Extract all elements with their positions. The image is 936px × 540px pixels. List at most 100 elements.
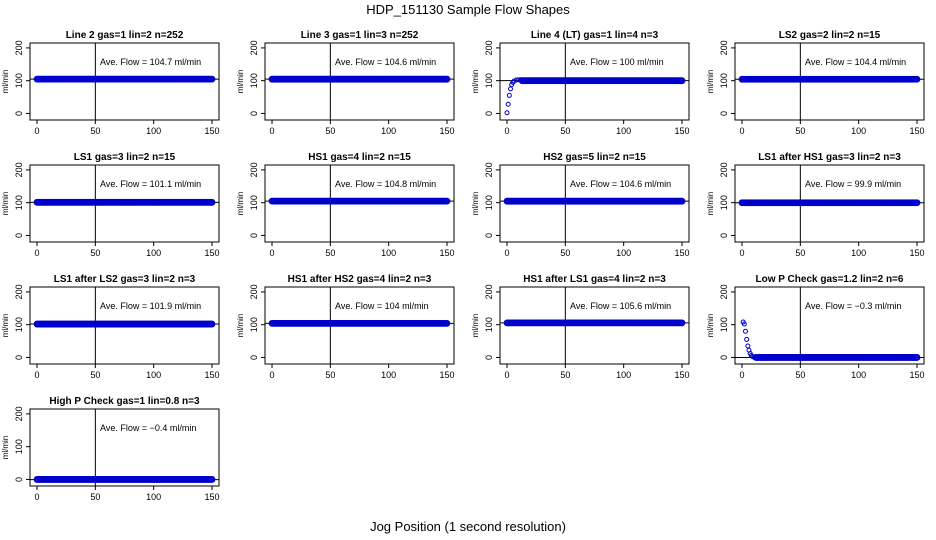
y-tick-label: 100 <box>719 73 729 88</box>
y-axis-label: ml/min <box>471 70 480 94</box>
x-tick-label: 150 <box>204 492 219 502</box>
y-tick-label: 200 <box>484 162 494 177</box>
x-tick-label: 150 <box>439 370 454 380</box>
y-tick-label: 200 <box>14 406 24 421</box>
panel-5: LS1 gas=3 lin=2 n=15 ml/min 0 100 200 0 50 100 1… <box>1 152 220 258</box>
x-tick-label: 0 <box>34 248 39 258</box>
average-flow-annotation: Ave. Flow = 101.9 ml/min <box>100 301 201 311</box>
y-axis-label: ml/min <box>706 70 715 94</box>
panel-title: Low P Check gas=1.2 lin=2 n=6 <box>756 274 904 285</box>
panel-1: Line 2 gas=1 lin=2 n=252 ml/min 0 100 200 0 50… <box>1 30 220 136</box>
y-axis-label: ml/min <box>236 314 245 338</box>
x-tick-label: 0 <box>739 370 744 380</box>
panel-9: LS1 after LS2 gas=3 lin=2 n=3 ml/min 0 100 2… <box>1 274 220 380</box>
panel-title: HS1 after HS2 gas=4 lin=2 n=3 <box>288 274 432 285</box>
plot-frame <box>499 164 690 243</box>
data-point <box>743 328 748 334</box>
data-point <box>208 320 216 328</box>
panel-8: LS1 after HS1 gas=3 lin=2 n=3 ml/min 0 100 2… <box>706 152 925 258</box>
x-tick-label: 50 <box>325 370 335 380</box>
plot-frame <box>499 286 690 365</box>
y-axis-label: ml/min <box>1 70 10 94</box>
data-point <box>208 75 216 83</box>
y-tick-label: 200 <box>14 40 24 55</box>
plot-frame <box>264 286 455 365</box>
y-tick-label: 100 <box>249 317 259 332</box>
x-tick-label: 100 <box>381 370 396 380</box>
data-point <box>208 198 216 206</box>
data-point <box>678 77 686 85</box>
average-flow-annotation: Ave. Flow = 99.9 ml/min <box>805 179 901 189</box>
y-tick-label: 200 <box>14 284 24 299</box>
panel-title: High P Check gas=1 lin=0.8 n=3 <box>49 396 200 407</box>
average-flow-annotation: Ave. Flow = 104.6 ml/min <box>335 57 436 67</box>
data-point <box>443 197 451 205</box>
panel-13: High P Check gas=1 lin=0.8 n=3 ml/min 0 100… <box>1 396 220 502</box>
x-tick-label: 100 <box>851 370 866 380</box>
x-tick-label: 50 <box>560 370 570 380</box>
y-tick-label: 200 <box>484 284 494 299</box>
y-tick-label: 200 <box>719 40 729 55</box>
panel-title: HS2 gas=5 lin=2 n=15 <box>543 152 646 163</box>
panel-title: Line 4 (LT) gas=1 lin=4 n=3 <box>531 30 659 41</box>
plot-frame <box>264 164 455 243</box>
panel-title: Line 3 gas=1 lin=3 n=252 <box>301 30 419 41</box>
y-tick-label: 100 <box>249 195 259 210</box>
y-tick-label: 0 <box>719 233 729 238</box>
plot-frame <box>734 286 925 365</box>
data-point <box>511 78 517 84</box>
plot-frame <box>29 408 220 487</box>
y-axis-label: ml/min <box>1 192 10 216</box>
figure-title: HDP_151130 Sample Flow Shapes <box>366 2 570 17</box>
y-tick-label: 0 <box>249 355 259 360</box>
x-tick-label: 100 <box>851 248 866 258</box>
x-tick-label: 0 <box>34 492 39 502</box>
y-tick-label: 0 <box>249 233 259 238</box>
data-point <box>510 79 516 85</box>
x-tick-label: 50 <box>325 248 335 258</box>
x-tick-label: 100 <box>616 370 631 380</box>
x-tick-label: 50 <box>90 126 100 136</box>
y-axis-label: ml/min <box>471 314 480 338</box>
panel-4: LS2 gas=2 lin=2 n=15 ml/min 0 100 200 0 50 100 1… <box>706 30 925 136</box>
average-flow-annotation: Ave. Flow = 104.6 ml/min <box>570 179 671 189</box>
y-tick-label: 0 <box>14 477 24 482</box>
y-axis-label: ml/min <box>471 192 480 216</box>
y-tick-label: 100 <box>14 317 24 332</box>
y-tick-label: 200 <box>249 40 259 55</box>
plot-frame <box>29 286 220 365</box>
panel-6: HS1 gas=4 lin=2 n=15 ml/min 0 100 200 0 50 100 1… <box>236 152 455 258</box>
panel-11: HS1 after LS1 gas=4 lin=2 n=3 ml/min 0 100 2… <box>471 274 690 380</box>
x-tick-label: 100 <box>146 492 161 502</box>
panel-title: HS1 after LS1 gas=4 lin=2 n=3 <box>523 274 666 285</box>
y-tick-label: 200 <box>719 162 729 177</box>
y-tick-label: 100 <box>719 195 729 210</box>
average-flow-annotation: Ave. Flow = 104.8 ml/min <box>335 179 436 189</box>
x-tick-label: 50 <box>325 126 335 136</box>
y-tick-label: 100 <box>484 73 494 88</box>
y-tick-label: 0 <box>14 355 24 360</box>
x-tick-label: 150 <box>204 126 219 136</box>
data-point <box>913 75 921 83</box>
data-point <box>506 92 512 98</box>
data-point <box>744 336 750 342</box>
y-tick-label: 200 <box>249 284 259 299</box>
panel-title: Line 2 gas=1 lin=2 n=252 <box>66 30 184 41</box>
x-tick-label: 100 <box>851 126 866 136</box>
x-tick-label: 0 <box>34 370 39 380</box>
x-tick-label: 100 <box>616 248 631 258</box>
y-tick-label: 0 <box>484 111 494 116</box>
panel-7: HS2 gas=5 lin=2 n=15 ml/min 0 100 200 0 50 100 1… <box>471 152 690 258</box>
y-axis-label: ml/min <box>706 192 715 216</box>
x-tick-label: 0 <box>269 126 274 136</box>
y-tick-label: 200 <box>719 284 729 299</box>
average-flow-annotation: Ave. Flow = 104.4 ml/min <box>805 57 906 67</box>
data-point <box>443 75 451 83</box>
panel-title: LS1 after HS1 gas=3 lin=2 n=3 <box>758 152 901 163</box>
x-tick-label: 0 <box>269 248 274 258</box>
x-tick-label: 50 <box>560 248 570 258</box>
data-point <box>741 321 747 327</box>
x-tick-label: 0 <box>739 126 744 136</box>
x-tick-label: 50 <box>90 492 100 502</box>
x-tick-label: 150 <box>909 370 924 380</box>
